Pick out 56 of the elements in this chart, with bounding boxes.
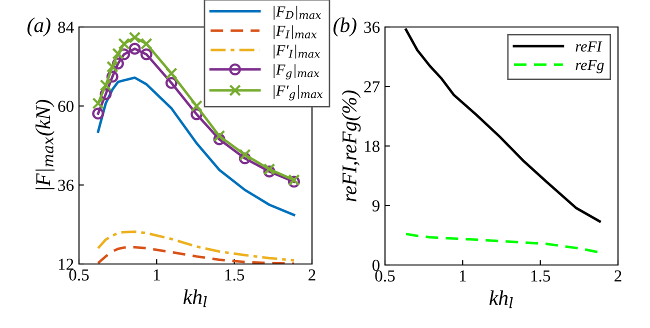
x-tick-label: 2 bbox=[308, 269, 316, 280]
point bbox=[118, 38, 130, 50]
y-tick-label: 9 bbox=[372, 200, 380, 212]
x-tick-label: 0.5 bbox=[375, 270, 395, 282]
point bbox=[213, 130, 226, 142]
point bbox=[100, 79, 112, 92]
chart-title: (a) bbox=[27, 18, 50, 36]
point bbox=[165, 67, 178, 80]
x-axis-title: kh$_{l}$ bbox=[489, 290, 513, 308]
legend-label: |F′$_{g}$|$_{max}$ bbox=[274, 84, 323, 100]
x-tick-label: 1 bbox=[460, 270, 466, 282]
y-tick-label: 84 bbox=[58, 22, 74, 33]
chart-title: (b) bbox=[333, 18, 356, 36]
point bbox=[263, 163, 276, 176]
point bbox=[263, 166, 276, 178]
point bbox=[238, 152, 251, 164]
point bbox=[92, 108, 104, 120]
point bbox=[213, 133, 226, 146]
x-tick-label: 1.5 bbox=[531, 270, 550, 282]
point bbox=[112, 48, 124, 60]
point bbox=[190, 108, 203, 120]
legend-label: |F′$_{I}$|$_{max}$ bbox=[274, 44, 320, 59]
legend-label: |F$_{D}$|$_{max}$ bbox=[274, 6, 322, 20]
point bbox=[128, 42, 141, 55]
y-tick-label: 27 bbox=[364, 81, 380, 92]
x-axis-title: kh$_{l}$ bbox=[183, 289, 207, 308]
point bbox=[128, 32, 141, 44]
y-tick-label: 18 bbox=[364, 140, 380, 152]
y-tick-label: 12 bbox=[58, 258, 74, 270]
point bbox=[190, 100, 203, 112]
legend-label: |F$_{I}$|$_{max}$ bbox=[274, 25, 317, 40]
point bbox=[140, 48, 152, 60]
point bbox=[140, 38, 152, 50]
line-series bbox=[96, 230, 296, 262]
point bbox=[118, 48, 130, 60]
legend-label: reFI bbox=[576, 41, 602, 52]
point bbox=[106, 60, 118, 73]
x-tick-label: 2 bbox=[614, 270, 622, 282]
y-axis-title: reFI,reFg(%) bbox=[342, 90, 361, 202]
point bbox=[112, 58, 124, 70]
point bbox=[106, 70, 118, 83]
x-tick-label: 0.5 bbox=[69, 269, 89, 281]
y-axis-title: |F|$_{max}$(kN) bbox=[36, 100, 54, 190]
point bbox=[165, 76, 178, 89]
legend-label: reFg bbox=[576, 60, 604, 74]
line-series bbox=[96, 246, 296, 264]
point bbox=[100, 88, 112, 100]
y-tick-label: 36 bbox=[364, 22, 380, 33]
legend-label: |F$_{g}$|$_{max}$ bbox=[274, 64, 320, 80]
x-tick-label: 1 bbox=[154, 269, 160, 280]
point bbox=[92, 97, 104, 110]
y-tick-label: 36 bbox=[58, 180, 74, 191]
y-tick-label: 60 bbox=[58, 100, 74, 112]
y-tick-label: 0 bbox=[372, 260, 380, 271]
point bbox=[238, 148, 251, 161]
x-tick-label: 1.5 bbox=[225, 269, 244, 281]
